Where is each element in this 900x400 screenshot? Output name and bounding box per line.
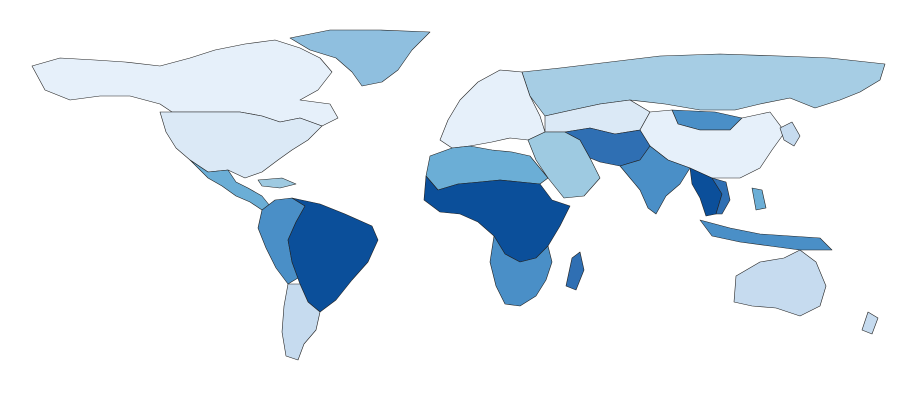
united-states [159,111,323,179]
india [619,145,691,215]
brazil-amazon [287,197,379,313]
europe [439,69,546,149]
indonesia [699,219,833,251]
vietnam [711,177,731,215]
new-zealand [861,311,879,335]
philippines [751,187,767,211]
southern-africa [489,235,553,307]
korea-japan [779,121,801,147]
madagascar [565,251,585,291]
alaska-canada [31,39,339,127]
australia [733,249,827,317]
greenland [289,29,431,87]
central-africa [423,175,571,263]
southern-cone [281,283,321,361]
middle-east [527,131,601,199]
caribbean [257,177,297,189]
